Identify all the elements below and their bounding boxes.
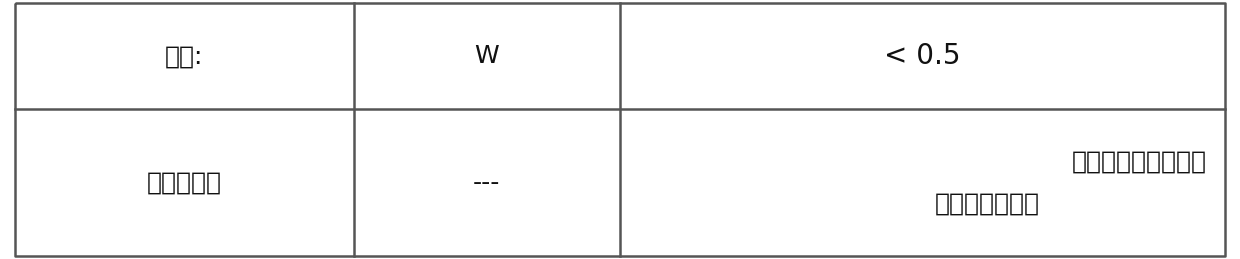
Text: ---: --- (474, 171, 501, 195)
Text: < 0.5: < 0.5 (884, 42, 961, 70)
Text: 适配传感器: 适配传感器 (146, 171, 222, 195)
Text: 单端、差动及低能耗: 单端、差动及低能耗 (1071, 150, 1207, 174)
Text: 外置前放传感器: 外置前放传感器 (935, 191, 1039, 215)
Text: 功耗:: 功耗: (165, 44, 203, 68)
Text: W: W (475, 44, 500, 68)
